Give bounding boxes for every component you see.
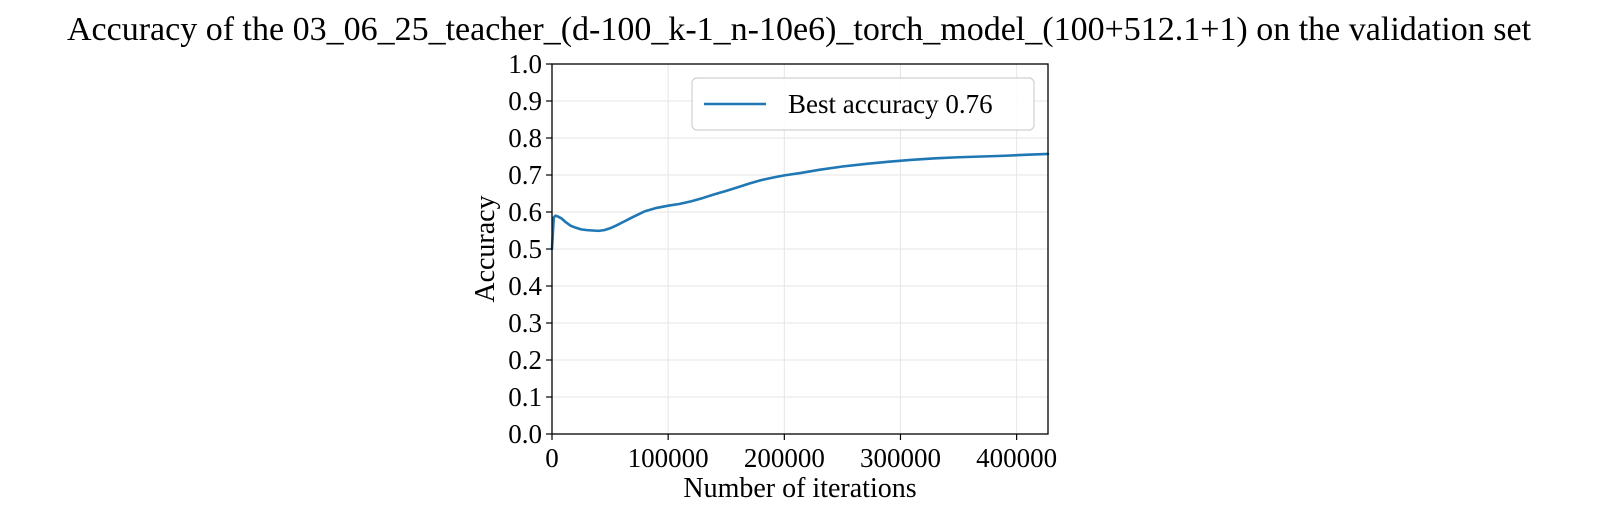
y-tick-label: 0.7 (508, 160, 542, 190)
y-tick-label: 0.5 (508, 234, 542, 264)
x-tick-label: 100000 (628, 443, 709, 473)
x-tick-label: 0 (545, 443, 559, 473)
x-axis-label: Number of iterations (683, 473, 916, 504)
x-tick-label: 300000 (860, 443, 941, 473)
x-tick-label: 400000 (976, 443, 1057, 473)
y-tick-label: 0.3 (508, 308, 542, 338)
series-line (550, 152, 1050, 251)
y-tick-label: 0.0 (508, 419, 542, 449)
chart-title: Accuracy of the 03_06_25_teacher_(d-100_… (67, 11, 1532, 48)
series-layer (550, 152, 1050, 251)
x-tick-label: 200000 (744, 443, 825, 473)
legend-label: Best accuracy 0.76 (788, 89, 993, 119)
legend-box (691, 77, 1035, 131)
y-tick-label: 0.1 (508, 382, 542, 412)
y-tick-label: 0.8 (508, 123, 542, 153)
y-axis-label: Accuracy (470, 195, 501, 302)
legend: Best accuracy 0.76 (691, 77, 1035, 131)
y-tick-label: 0.2 (508, 345, 542, 375)
y-tick-label: 0.4 (508, 271, 542, 301)
axis-ticks: 0 100000 200000 300000 400000 0.0 0.1 0.2 0.3 0.4… (508, 49, 1057, 473)
y-tick-label: 0.9 (508, 86, 542, 116)
y-tick-label: 1.0 (508, 49, 542, 79)
y-tick-label: 0.6 (508, 197, 542, 227)
